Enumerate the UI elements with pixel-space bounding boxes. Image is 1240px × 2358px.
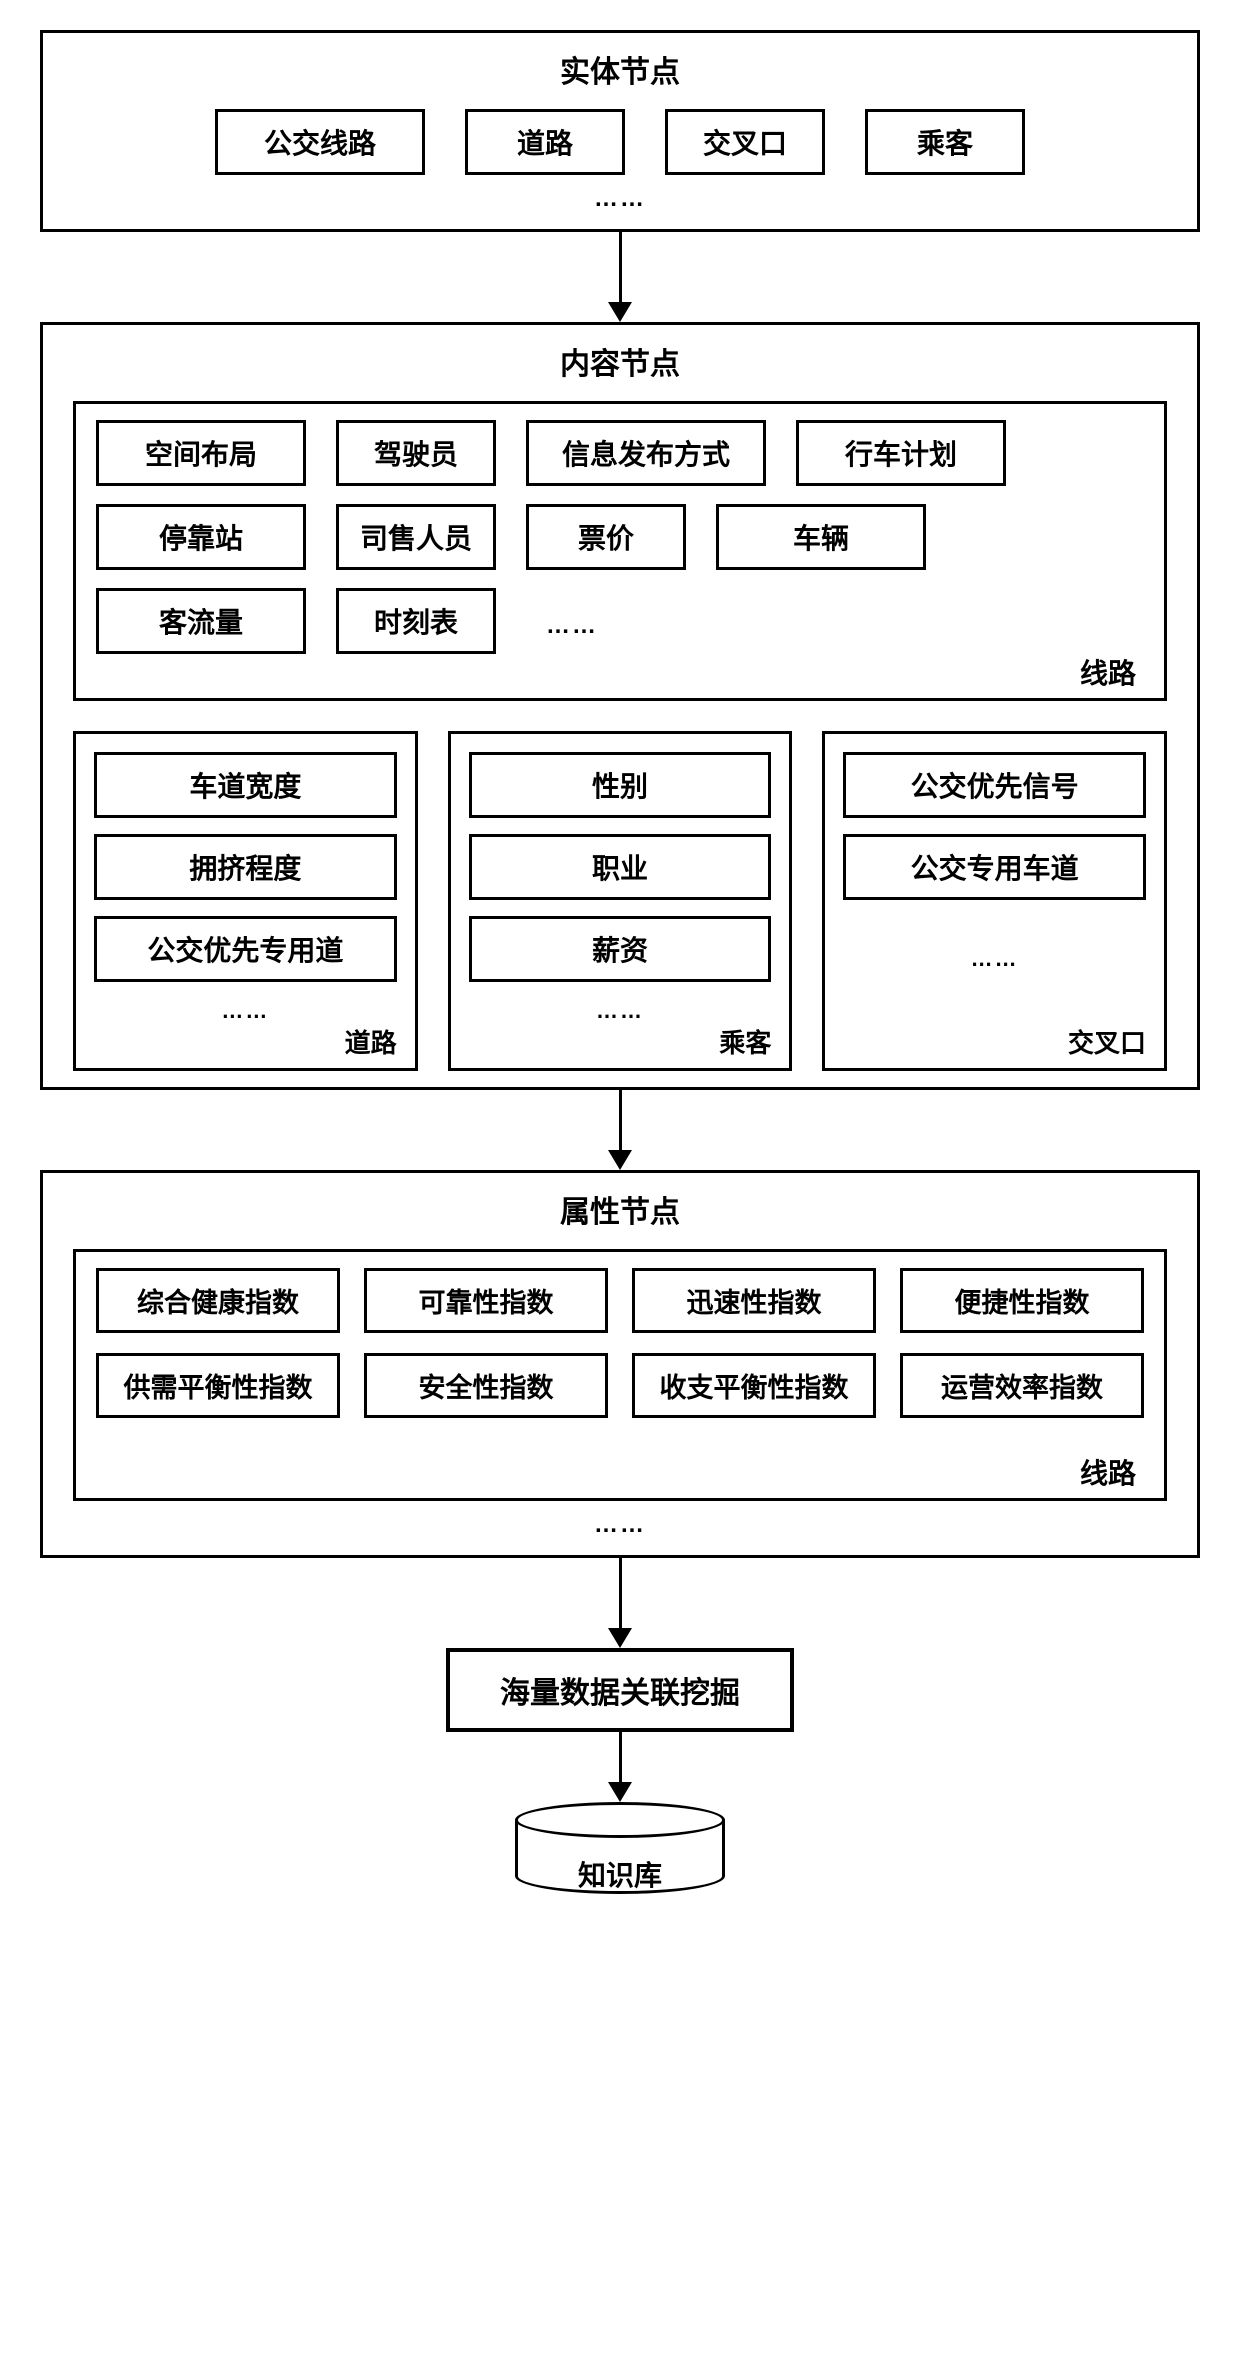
attribute-node: 安全性指数 xyxy=(364,1353,608,1418)
entity-ellipsis: …… xyxy=(73,185,1167,213)
content-line-ellipsis: …… xyxy=(526,602,618,640)
arrow-head-icon xyxy=(608,302,632,322)
attribute-group-label: 线路 xyxy=(1080,1452,1136,1492)
attribute-line-group: 综合健康指数 可靠性指数 迅速性指数 便捷性指数 供需平衡性指数 安全性指数 收… xyxy=(73,1249,1167,1501)
content-node: 拥挤程度 xyxy=(94,834,397,900)
content-node: 公交优先信号 xyxy=(843,752,1146,818)
attribute-node: 收支平衡性指数 xyxy=(632,1353,876,1418)
content-node: 时刻表 xyxy=(336,588,496,654)
content-node: 公交优先专用道 xyxy=(94,916,397,982)
arrow-content-to-attribute xyxy=(608,1090,632,1170)
subgroup-road: 车道宽度 拥挤程度 公交优先专用道 …… 道路 xyxy=(73,731,418,1071)
arrow-head-icon xyxy=(608,1150,632,1170)
arrow-line xyxy=(619,232,622,302)
arrow-attribute-to-mining xyxy=(608,1558,632,1648)
content-node: 驾驶员 xyxy=(336,420,496,486)
content-node: 票价 xyxy=(526,504,686,570)
entity-node: 公交线路 xyxy=(215,109,425,175)
attribute-node: 供需平衡性指数 xyxy=(96,1353,340,1418)
content-line-group: 空间布局 驾驶员 信息发布方式 行车计划 停靠站 司售人员 票价 车辆 客流量 … xyxy=(73,401,1167,701)
mining-box: 海量数据关联挖掘 xyxy=(446,1648,794,1732)
cylinder-top xyxy=(515,1802,725,1838)
content-node: 空间布局 xyxy=(96,420,306,486)
content-node: 行车计划 xyxy=(796,420,1006,486)
content-section: 内容节点 空间布局 驾驶员 信息发布方式 行车计划 停靠站 司售人员 票价 车辆… xyxy=(40,322,1200,1090)
arrow-entity-to-content xyxy=(608,232,632,322)
content-node: 客流量 xyxy=(96,588,306,654)
content-line-label: 线路 xyxy=(1080,652,1136,692)
entity-title: 实体节点 xyxy=(73,47,1167,91)
arrow-head-icon xyxy=(608,1628,632,1648)
content-node: 车辆 xyxy=(716,504,926,570)
content-node: 信息发布方式 xyxy=(526,420,766,486)
kb-label: 知识库 xyxy=(515,1854,725,1894)
subgroup-ellipsis: …… xyxy=(221,998,269,1024)
subgroup-label: 交叉口 xyxy=(1068,1023,1146,1060)
attribute-node: 便捷性指数 xyxy=(900,1268,1144,1333)
subgroup-ellipsis: …… xyxy=(596,998,644,1024)
entity-section: 实体节点 公交线路 道路 交叉口 乘客 …… xyxy=(40,30,1200,232)
arrow-line xyxy=(619,1732,622,1782)
content-node: 公交专用车道 xyxy=(843,834,1146,900)
subgroup-label: 乘客 xyxy=(719,1023,771,1060)
knowledge-base-db-icon: 知识库 xyxy=(515,1802,725,1912)
entity-row: 公交线路 道路 交叉口 乘客 xyxy=(73,109,1167,175)
attribute-title: 属性节点 xyxy=(73,1187,1167,1231)
subgroup-ellipsis: …… xyxy=(971,946,1019,972)
content-node: 性别 xyxy=(469,752,772,818)
content-subgroups: 车道宽度 拥挤程度 公交优先专用道 …… 道路 性别 职业 薪资 …… 乘客 公… xyxy=(73,731,1167,1071)
attribute-ellipsis: …… xyxy=(73,1511,1167,1539)
arrow-line xyxy=(619,1090,622,1150)
content-node: 薪资 xyxy=(469,916,772,982)
content-node: 职业 xyxy=(469,834,772,900)
attribute-node: 综合健康指数 xyxy=(96,1268,340,1333)
knowledge-graph-flowchart: 实体节点 公交线路 道路 交叉口 乘客 …… 内容节点 空间布局 驾驶员 信息发… xyxy=(40,30,1200,1912)
content-node: 停靠站 xyxy=(96,504,306,570)
entity-node: 乘客 xyxy=(865,109,1025,175)
arrow-line xyxy=(619,1558,622,1628)
attribute-section: 属性节点 综合健康指数 可靠性指数 迅速性指数 便捷性指数 供需平衡性指数 安全… xyxy=(40,1170,1200,1558)
arrow-head-icon xyxy=(608,1782,632,1802)
attribute-node: 迅速性指数 xyxy=(632,1268,876,1333)
subgroup-label: 道路 xyxy=(345,1023,397,1060)
entity-node: 交叉口 xyxy=(665,109,825,175)
attribute-node: 运营效率指数 xyxy=(900,1353,1144,1418)
content-node: 司售人员 xyxy=(336,504,496,570)
entity-node: 道路 xyxy=(465,109,625,175)
subgroup-intersection: 公交优先信号 公交专用车道 …… 交叉口 xyxy=(822,731,1167,1071)
content-node: 车道宽度 xyxy=(94,752,397,818)
subgroup-passenger: 性别 职业 薪资 …… 乘客 xyxy=(448,731,793,1071)
content-title: 内容节点 xyxy=(73,339,1167,383)
arrow-mining-to-kb xyxy=(608,1732,632,1802)
attribute-node: 可靠性指数 xyxy=(364,1268,608,1333)
